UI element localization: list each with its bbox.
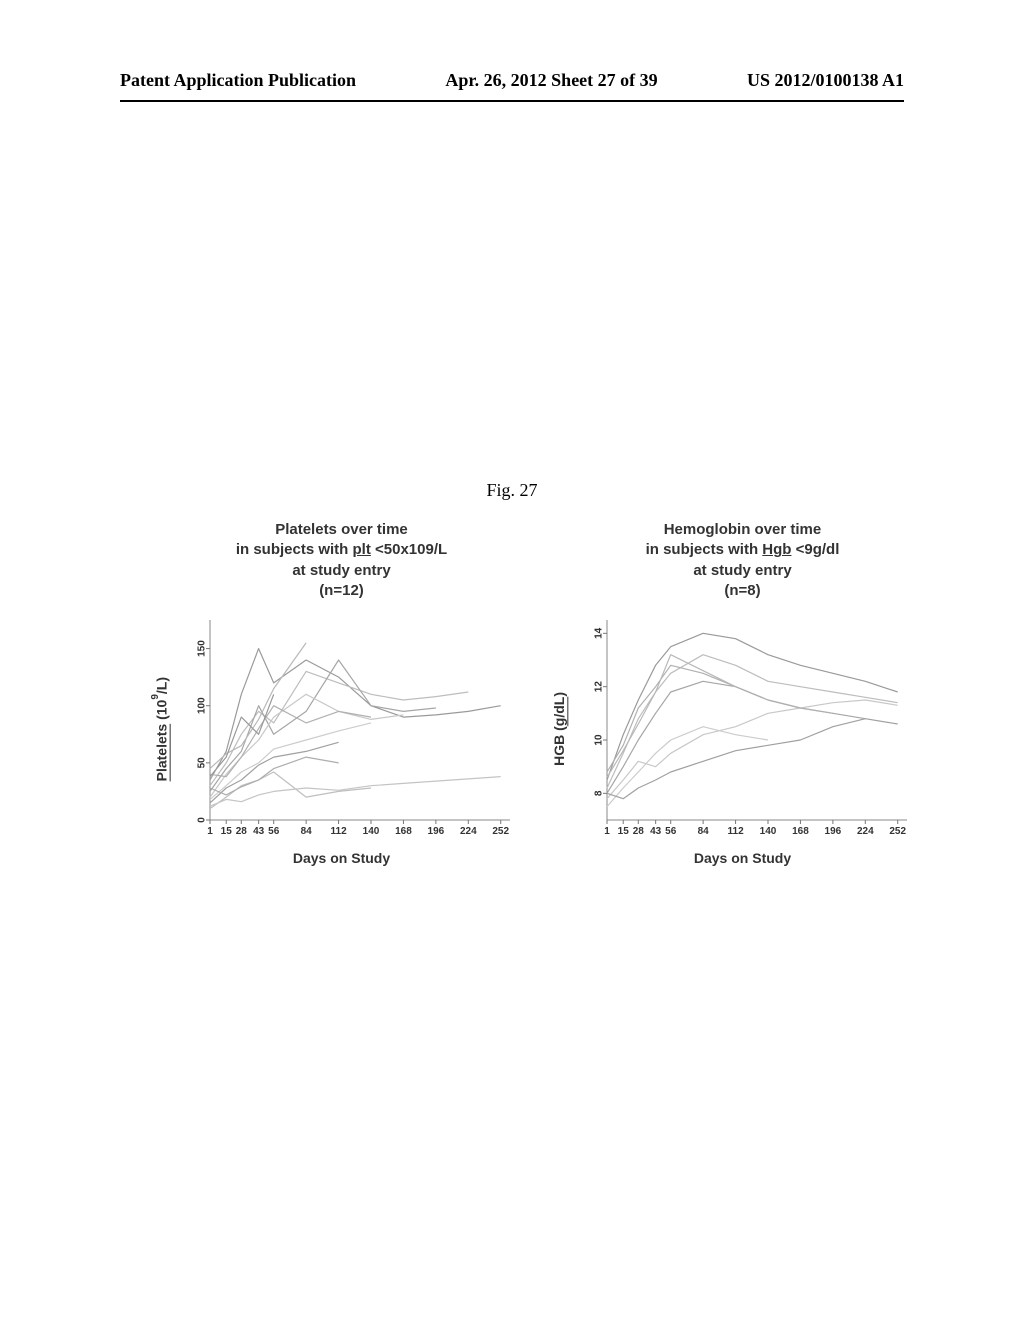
svg-text:224: 224 <box>460 826 477 837</box>
svg-text:140: 140 <box>362 826 379 837</box>
svg-text:43: 43 <box>253 826 265 837</box>
svg-text:100: 100 <box>196 697 207 714</box>
svg-text:168: 168 <box>395 826 412 837</box>
svg-text:15: 15 <box>618 826 630 837</box>
svg-text:56: 56 <box>268 826 280 837</box>
header-left: Patent Application Publication <box>120 70 356 91</box>
svg-text:8: 8 <box>594 790 605 796</box>
platelets-ylabel: Platelets (109/L) <box>150 677 170 781</box>
platelets-chart-title: Platelets over timein subjects with plt … <box>236 520 447 602</box>
svg-text:84: 84 <box>300 826 312 837</box>
svg-text:14: 14 <box>594 627 605 639</box>
svg-text:252: 252 <box>889 826 906 837</box>
svg-text:112: 112 <box>330 826 347 837</box>
hemoglobin-chart-title: Hemoglobin over timein subjects with Hgb… <box>646 520 840 602</box>
hemoglobin-plot-row: HGB (g/dL) 8 10 12 14 1 1528 4356 84 112 140 168 19… <box>551 612 934 846</box>
header-center: Apr. 26, 2012 Sheet 27 of 39 <box>445 70 657 91</box>
svg-text:12: 12 <box>594 681 605 693</box>
svg-text:168: 168 <box>792 826 809 837</box>
header-right: US 2012/0100138 A1 <box>747 70 904 91</box>
svg-text:112: 112 <box>728 826 745 837</box>
svg-text:196: 196 <box>825 826 842 837</box>
svg-text:50: 50 <box>196 757 207 769</box>
svg-text:1: 1 <box>604 826 610 837</box>
hemoglobin-xlabel: Days on Study <box>694 850 791 866</box>
hemoglobin-chart: Hemoglobin over timein subjects with Hgb… <box>551 520 934 866</box>
svg-text:224: 224 <box>857 826 874 837</box>
svg-text:1: 1 <box>207 826 213 837</box>
svg-text:0: 0 <box>196 817 207 823</box>
svg-text:140: 140 <box>760 826 777 837</box>
svg-text:28: 28 <box>633 826 645 837</box>
svg-text:43: 43 <box>650 826 662 837</box>
svg-text:150: 150 <box>196 640 207 657</box>
platelets-xlabel: Days on Study <box>293 850 390 866</box>
platelets-chart: Platelets over timein subjects with plt … <box>150 520 533 866</box>
svg-text:28: 28 <box>235 826 247 837</box>
svg-text:252: 252 <box>492 826 509 837</box>
svg-text:56: 56 <box>665 826 677 837</box>
svg-text:10: 10 <box>594 734 605 746</box>
svg-text:15: 15 <box>220 826 232 837</box>
patent-header: Patent Application Publication Apr. 26, … <box>0 70 1024 91</box>
figure-caption: Fig. 27 <box>0 480 1024 501</box>
hemoglobin-ylabel: HGB (g/dL) <box>551 692 567 766</box>
platelets-plot-svg: 0 50 100 150 1 1528 4356 84 112 140 168 196 224 252 <box>176 612 516 846</box>
svg-text:196: 196 <box>427 826 444 837</box>
header-divider <box>120 100 904 102</box>
svg-text:84: 84 <box>698 826 710 837</box>
charts-container: Platelets over timein subjects with plt … <box>150 520 934 866</box>
hemoglobin-plot-svg: 8 10 12 14 1 1528 4356 84 112 140 168 196 224 252 <box>573 612 913 846</box>
platelets-plot-row: Platelets (109/L) 0 50 100 150 1 1528 4356 84 11… <box>150 612 533 846</box>
